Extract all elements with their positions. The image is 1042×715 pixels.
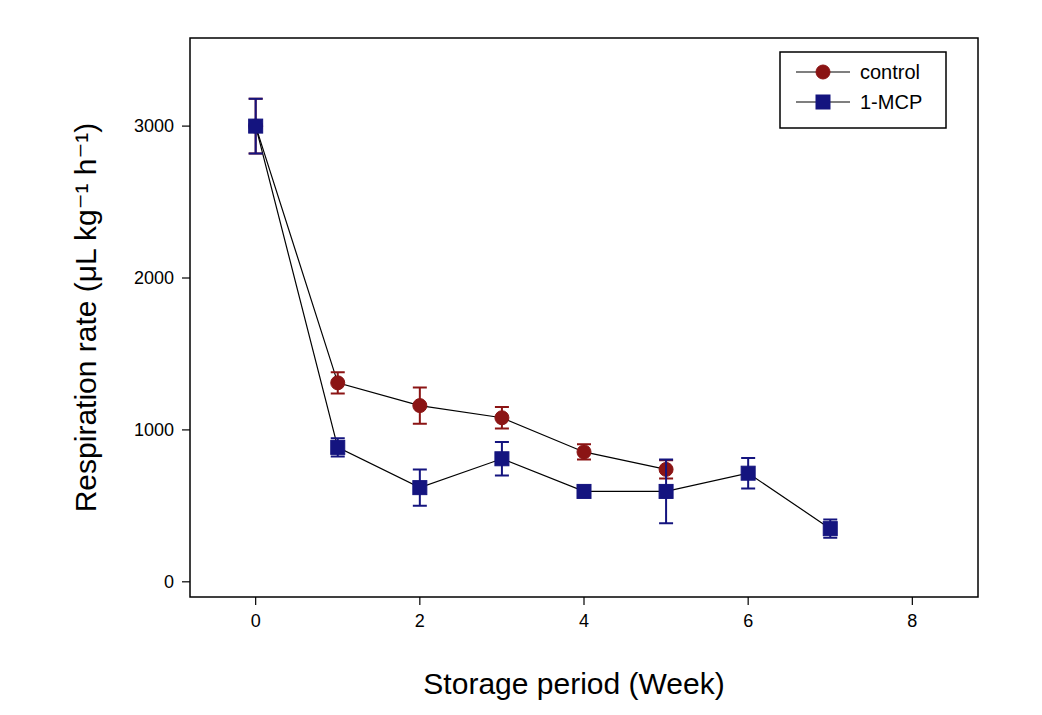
data-point [249,119,263,133]
plot-frame [190,38,978,597]
data-point [577,445,591,459]
error-bar [495,407,509,428]
data-point [495,411,509,425]
x-tick [255,597,256,605]
error-bar [577,444,591,459]
error-bar [659,460,673,524]
chart: 0 2 4 6 8 0 1000 2000 3000 Storage period (Week) R… [0,0,1042,715]
data-point [495,452,509,466]
legend-marker [816,95,830,109]
y-tick-label: 2000 [134,268,174,288]
data-point [331,440,345,454]
legend-label: 1-MCP [860,91,922,113]
data-point [577,484,591,498]
legend-label: control [860,61,920,83]
error-bar [331,372,345,393]
y-tick [182,277,190,278]
error-bar [823,520,837,538]
x-tick [912,597,913,605]
x-axis-label: Storage period (Week) [423,667,724,700]
error-bar [249,99,263,154]
x-tick-label: 8 [907,611,917,631]
error-bar [413,387,427,423]
data-point [249,119,263,133]
error-bar [741,458,755,488]
y-tick [182,581,190,582]
x-tick-label: 0 [251,611,261,631]
error-bar [413,469,427,505]
error-bar [495,442,509,475]
series-line [256,126,831,529]
data-point [823,522,837,536]
y-tick [182,126,190,127]
legend: control 1-MCP [780,52,946,128]
x-tick-label: 4 [579,611,589,631]
data-point [741,466,755,480]
x-tick [748,597,749,605]
y-tick-label: 1000 [134,420,174,440]
y-tick [182,429,190,430]
y-tick-label: 0 [164,572,174,592]
x-tick [419,597,420,605]
y-tick-label: 3000 [134,116,174,136]
plot-area [249,99,838,538]
legend-box [780,52,946,128]
series-0 [249,99,673,479]
series-line [256,126,666,469]
x-tick-label: 2 [415,611,425,631]
error-bar [331,438,345,456]
data-point [413,399,427,413]
data-point [331,376,345,390]
series-1 [249,99,838,538]
y-axis-label: Respiration rate (μL kg⁻¹ h⁻¹) [69,123,102,513]
x-tick [583,597,584,605]
data-point [413,481,427,495]
legend-marker [816,65,830,79]
data-point [659,484,673,498]
x-tick-label: 6 [743,611,753,631]
